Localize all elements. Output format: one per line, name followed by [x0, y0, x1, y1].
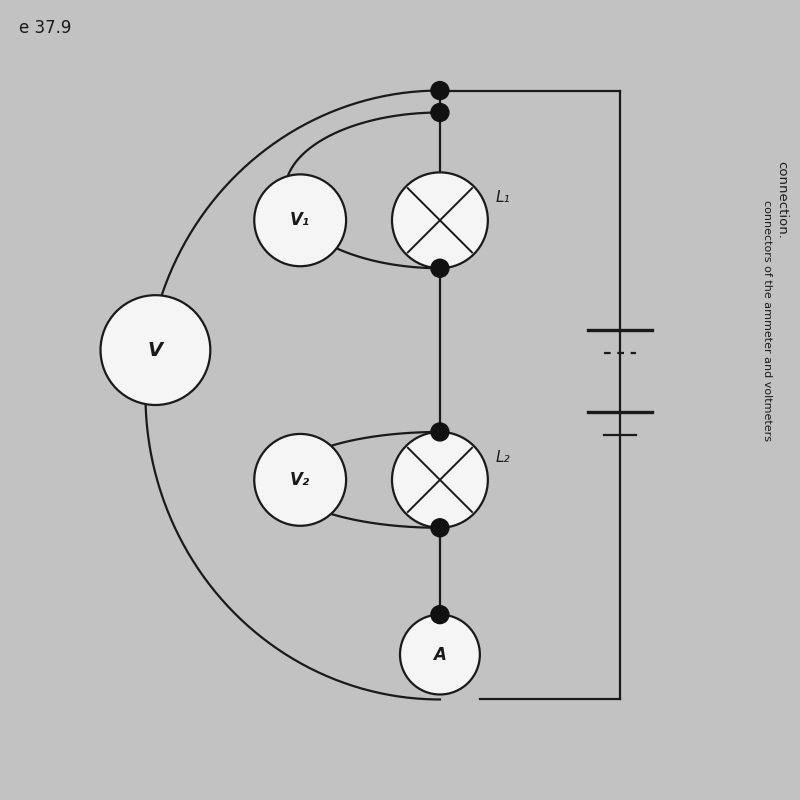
Circle shape	[431, 259, 449, 278]
Text: A: A	[434, 646, 446, 663]
Text: e 37.9: e 37.9	[18, 18, 71, 37]
Text: V₁: V₁	[290, 211, 310, 230]
Circle shape	[431, 103, 449, 122]
Circle shape	[101, 295, 210, 405]
Circle shape	[400, 614, 480, 694]
Text: connection.: connection.	[775, 162, 788, 239]
Circle shape	[431, 518, 449, 537]
Circle shape	[254, 174, 346, 266]
Text: V₂: V₂	[290, 471, 310, 489]
Circle shape	[431, 423, 449, 441]
Text: L₂: L₂	[496, 450, 510, 465]
Circle shape	[392, 432, 488, 528]
Text: V: V	[148, 341, 163, 359]
Circle shape	[431, 606, 449, 624]
Circle shape	[254, 434, 346, 526]
Text: L₁: L₁	[496, 190, 510, 206]
Circle shape	[431, 82, 449, 99]
Circle shape	[392, 172, 488, 268]
Text: connectors of the ammeter and voltmeters: connectors of the ammeter and voltmeters	[762, 200, 772, 441]
